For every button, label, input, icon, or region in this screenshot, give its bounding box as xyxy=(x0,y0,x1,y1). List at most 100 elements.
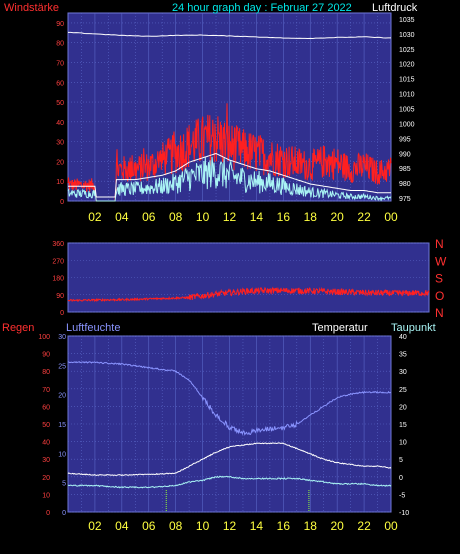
hour-tick-label: 12 xyxy=(223,519,237,533)
hour-tick-label: 18 xyxy=(304,210,318,224)
rain-tick-label: 90 xyxy=(42,352,50,359)
pressure-tick-label: 1005 xyxy=(399,106,415,113)
rain-tick-label: 30 xyxy=(42,457,50,464)
pressure-tick-label: 975 xyxy=(399,196,411,203)
chart-title: 24 hour graph day : Februar 27 2022 xyxy=(172,2,352,14)
rain-tick-label: 0 xyxy=(46,510,50,517)
hour-tick-label: 20 xyxy=(330,519,344,533)
compass-label: O xyxy=(435,289,444,303)
rain-tick-label: 40 xyxy=(42,440,50,447)
wind-tick-label: 10 xyxy=(56,179,64,186)
pressure-tick-label: 985 xyxy=(399,166,411,173)
wind-average-series xyxy=(67,156,392,202)
hour-tick-label: 18 xyxy=(304,519,318,533)
luftfeuchte-label: Luftfeuchte xyxy=(66,322,120,334)
dewpoint-series xyxy=(67,475,392,489)
temperature-tick-label: 0 xyxy=(399,475,403,482)
temperature-series xyxy=(67,442,392,477)
wind-tick-label: 50 xyxy=(56,100,64,107)
compass-label: N xyxy=(435,306,444,320)
rain-tick-label: 60 xyxy=(42,404,50,411)
temperature-tick-label: 20 xyxy=(399,404,407,411)
rain-tick-label: 20 xyxy=(42,475,50,482)
wind-left-axis: 0 10 20 30 40 50 60 70 80 90 xyxy=(56,21,64,206)
wind-tick-label: 0 xyxy=(60,199,64,206)
pressure-tick-label: 980 xyxy=(399,181,411,188)
rain-tick-label: 100 xyxy=(38,334,50,341)
climate-grid xyxy=(68,335,391,513)
wind-pressure-series xyxy=(67,31,392,202)
hour-tick-label: 06 xyxy=(142,210,156,224)
wind-tick-label: 60 xyxy=(56,80,64,87)
pressure-series xyxy=(68,31,391,40)
regen-label: Regen xyxy=(2,322,34,334)
hour-tick-label: 08 xyxy=(169,519,183,533)
wind-mean-series xyxy=(68,152,391,198)
temperatur-label: Temperatur xyxy=(312,322,368,334)
wind-direction-series xyxy=(67,286,430,303)
rain-tick-label: 80 xyxy=(42,369,50,376)
hour-tick-label: 00 xyxy=(384,210,398,224)
humidity-tick-label: 5 xyxy=(62,481,66,488)
compass-label: N xyxy=(435,237,444,251)
hour-tick-label: 20 xyxy=(330,210,344,224)
hour-tick-label: 04 xyxy=(115,519,129,533)
hour-tick-label: 08 xyxy=(169,210,183,224)
humidity-tick-label: 15 xyxy=(58,422,66,429)
taupunkt-label: Taupunkt xyxy=(391,322,436,334)
compass-label: W xyxy=(435,254,447,268)
temperature-tick-label: 35 xyxy=(399,352,407,359)
hour-tick-label: 04 xyxy=(115,210,129,224)
hour-tick-label: 06 xyxy=(142,519,156,533)
rain-tick-label: 70 xyxy=(42,387,50,394)
humidity-tick-label: 20 xyxy=(58,393,66,400)
wind-tick-label: 90 xyxy=(56,21,64,28)
hour-tick-label: 22 xyxy=(357,519,371,533)
direction-tick-label: 0 xyxy=(60,310,64,317)
humidity-axis: 0 5 10 15 20 25 30 xyxy=(58,334,66,517)
direction-tick-label: 360 xyxy=(52,241,64,248)
humidity-tick-label: 0 xyxy=(62,510,66,517)
pressure-tick-label: 1000 xyxy=(399,121,415,128)
windstaerke-label: Windstärke xyxy=(4,2,59,14)
luftdruck-label: Luftdruck xyxy=(372,2,418,14)
pressure-right-axis: 975 980 985 990 995 1000 1005 1010 1015 1020 1025 1… xyxy=(399,17,415,203)
direction-left-axis: 0 90 180 270 360 xyxy=(52,241,64,317)
hour-tick-label: 02 xyxy=(88,519,102,533)
gust-series xyxy=(67,103,392,202)
wind-tick-label: 40 xyxy=(56,120,64,127)
climate-series xyxy=(67,361,392,512)
pressure-tick-label: 1015 xyxy=(399,77,415,84)
hour-tick-label: 14 xyxy=(250,210,264,224)
temperature-tick-label: 10 xyxy=(399,440,407,447)
wind-x-axis: 02 04 06 08 10 12 14 16 18 20 22 00 xyxy=(88,210,398,224)
temperature-tick-label: 15 xyxy=(399,422,407,429)
wind-tick-label: 80 xyxy=(56,41,64,48)
humidity-series xyxy=(67,361,392,436)
rain-tick-label: 10 xyxy=(42,492,50,499)
hour-tick-label: 10 xyxy=(196,519,210,533)
pressure-tick-label: 995 xyxy=(399,136,411,143)
hour-tick-label: 02 xyxy=(88,210,102,224)
temperature-tick-label: 5 xyxy=(399,457,403,464)
rain-axis: 0 10 20 30 40 50 60 70 80 90 100 xyxy=(38,334,50,517)
pressure-tick-label: 1035 xyxy=(399,17,415,24)
direction-tick-label: 180 xyxy=(52,276,64,283)
rain-tick-label: 50 xyxy=(42,422,50,429)
wind-tick-label: 70 xyxy=(56,60,64,67)
pressure-tick-label: 1020 xyxy=(399,62,415,69)
hour-tick-label: 16 xyxy=(277,210,291,224)
wind-tick-label: 20 xyxy=(56,159,64,166)
temperature-tick-label: -5 xyxy=(399,492,405,499)
direction-tick-label: 90 xyxy=(56,293,64,300)
hour-tick-label: 00 xyxy=(384,519,398,533)
hour-tick-label: 14 xyxy=(250,519,264,533)
temperature-tick-label: 40 xyxy=(399,334,407,341)
hour-tick-label: 12 xyxy=(223,210,237,224)
humidity-tick-label: 10 xyxy=(58,451,66,458)
